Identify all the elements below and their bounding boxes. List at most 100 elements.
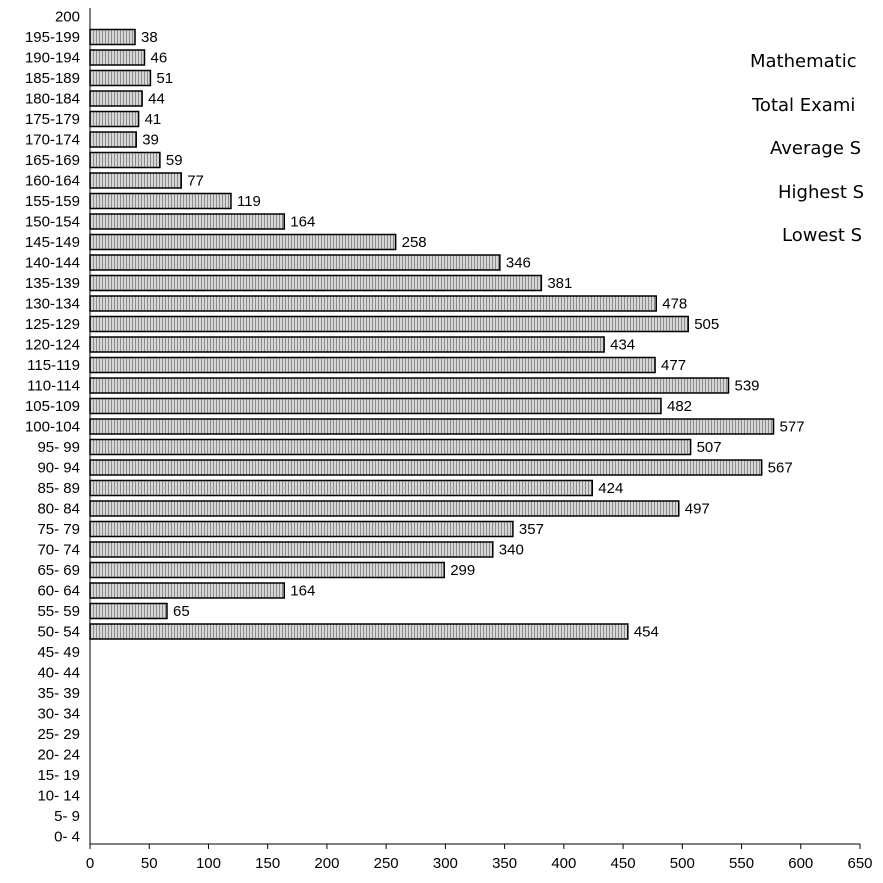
bar bbox=[89, 192, 232, 210]
value-label: 51 bbox=[156, 70, 173, 87]
summary-info-line: Highest S bbox=[778, 182, 864, 203]
bar bbox=[89, 336, 605, 353]
value-label: 164 bbox=[290, 583, 315, 600]
value-label: 44 bbox=[148, 91, 165, 108]
bar bbox=[89, 623, 629, 640]
bar bbox=[89, 582, 286, 599]
value-label: 340 bbox=[499, 542, 524, 559]
category-label: 40- 44 bbox=[37, 665, 80, 682]
category-label: 25- 29 bbox=[37, 726, 80, 743]
category-label: 130-134 bbox=[25, 296, 80, 313]
value-label: 119 bbox=[237, 193, 261, 210]
bar bbox=[89, 131, 137, 148]
value-label: 478 bbox=[662, 296, 687, 313]
category-label: 125-129 bbox=[25, 316, 80, 333]
value-label: 567 bbox=[768, 460, 793, 477]
category-label: 85- 89 bbox=[37, 480, 80, 497]
category-labels-group: 200 195-199 190-194 185-189 180-184 175-179 17… bbox=[25, 9, 80, 846]
category-label: 115-119 bbox=[27, 357, 80, 374]
value-label: 77 bbox=[187, 173, 204, 190]
category-label: 155-159 bbox=[25, 193, 80, 210]
x-tick-label: 0 bbox=[86, 855, 94, 872]
category-label: 75- 79 bbox=[37, 521, 80, 538]
summary-info-line: Average S bbox=[770, 138, 861, 159]
category-label: 20- 24 bbox=[37, 747, 80, 764]
bar bbox=[89, 500, 680, 517]
category-label: 45- 49 bbox=[37, 644, 80, 661]
value-label: 424 bbox=[598, 480, 623, 497]
value-label: 39 bbox=[142, 132, 159, 149]
category-label: 120-124 bbox=[25, 337, 80, 354]
value-label: 38 bbox=[141, 29, 158, 46]
x-tick-label: 600 bbox=[788, 855, 813, 872]
value-label: 357 bbox=[519, 521, 544, 538]
category-label: 35- 39 bbox=[37, 685, 80, 702]
bar bbox=[89, 28, 136, 46]
bar bbox=[89, 110, 140, 128]
category-label: 0- 4 bbox=[54, 829, 80, 846]
bar bbox=[89, 49, 146, 66]
bar bbox=[89, 254, 501, 271]
x-tick-label: 250 bbox=[374, 855, 399, 872]
category-label: 165-169 bbox=[25, 152, 80, 169]
x-tick-label: 50 bbox=[141, 855, 158, 872]
bar bbox=[89, 377, 730, 394]
category-label: 135-139 bbox=[25, 275, 80, 292]
value-label: 41 bbox=[145, 111, 162, 128]
bar bbox=[89, 274, 543, 292]
bar bbox=[89, 520, 514, 538]
category-label: 100-104 bbox=[25, 419, 80, 436]
summary-info-group: Mathematic Total Exami Average S Highest S L… bbox=[750, 51, 864, 246]
x-tick-label: 350 bbox=[492, 855, 517, 872]
x-tick-label: 450 bbox=[611, 855, 636, 872]
x-tick-label: 200 bbox=[314, 855, 339, 872]
value-label: 539 bbox=[735, 378, 760, 395]
summary-info-line: Lowest S bbox=[782, 225, 862, 246]
bar bbox=[89, 90, 143, 107]
bar bbox=[89, 418, 775, 435]
value-label: 482 bbox=[667, 398, 692, 415]
category-label: 190-194 bbox=[25, 50, 80, 67]
category-label: 175-179 bbox=[25, 111, 80, 128]
category-label: 90- 94 bbox=[37, 460, 80, 477]
category-label: 30- 34 bbox=[37, 706, 80, 723]
category-label: 185-189 bbox=[25, 70, 80, 87]
bar bbox=[89, 172, 182, 189]
x-tick-label: 500 bbox=[670, 855, 695, 872]
category-label: 5- 9 bbox=[54, 808, 80, 825]
bar bbox=[89, 295, 657, 312]
category-label: 110-114 bbox=[27, 378, 80, 395]
x-tick-label: 550 bbox=[729, 855, 754, 872]
value-label: 381 bbox=[547, 275, 572, 292]
x-axis-group: 0 50 100 150 200 250 300 350 400 450 500 550 600 650 bbox=[86, 843, 873, 872]
value-label: 46 bbox=[150, 50, 167, 67]
value-label: 497 bbox=[685, 501, 710, 518]
bar bbox=[89, 233, 397, 251]
category-label: 150-154 bbox=[25, 214, 80, 231]
category-label: 60- 64 bbox=[37, 583, 80, 600]
bar bbox=[89, 356, 656, 374]
value-label: 505 bbox=[694, 316, 719, 333]
category-label: 80- 84 bbox=[37, 501, 80, 518]
category-label: 10- 14 bbox=[37, 788, 80, 805]
category-label: 180-184 bbox=[25, 91, 80, 108]
category-label: 50- 54 bbox=[37, 624, 80, 641]
value-label: 65 bbox=[173, 603, 190, 620]
category-label: 55- 59 bbox=[37, 603, 80, 620]
value-label: 454 bbox=[634, 624, 659, 641]
bar bbox=[89, 438, 692, 456]
value-label: 577 bbox=[780, 419, 805, 436]
category-label: 95- 99 bbox=[37, 439, 80, 456]
bar bbox=[89, 561, 445, 579]
value-label: 299 bbox=[450, 562, 475, 579]
bar bbox=[89, 69, 152, 87]
value-label: 346 bbox=[506, 255, 531, 272]
x-tick-label: 100 bbox=[196, 855, 221, 872]
category-label: 140-144 bbox=[25, 255, 80, 272]
value-label: 477 bbox=[661, 357, 686, 374]
category-label: 200 bbox=[55, 9, 80, 26]
category-label: 70- 74 bbox=[37, 542, 80, 559]
value-label: 258 bbox=[402, 234, 427, 251]
